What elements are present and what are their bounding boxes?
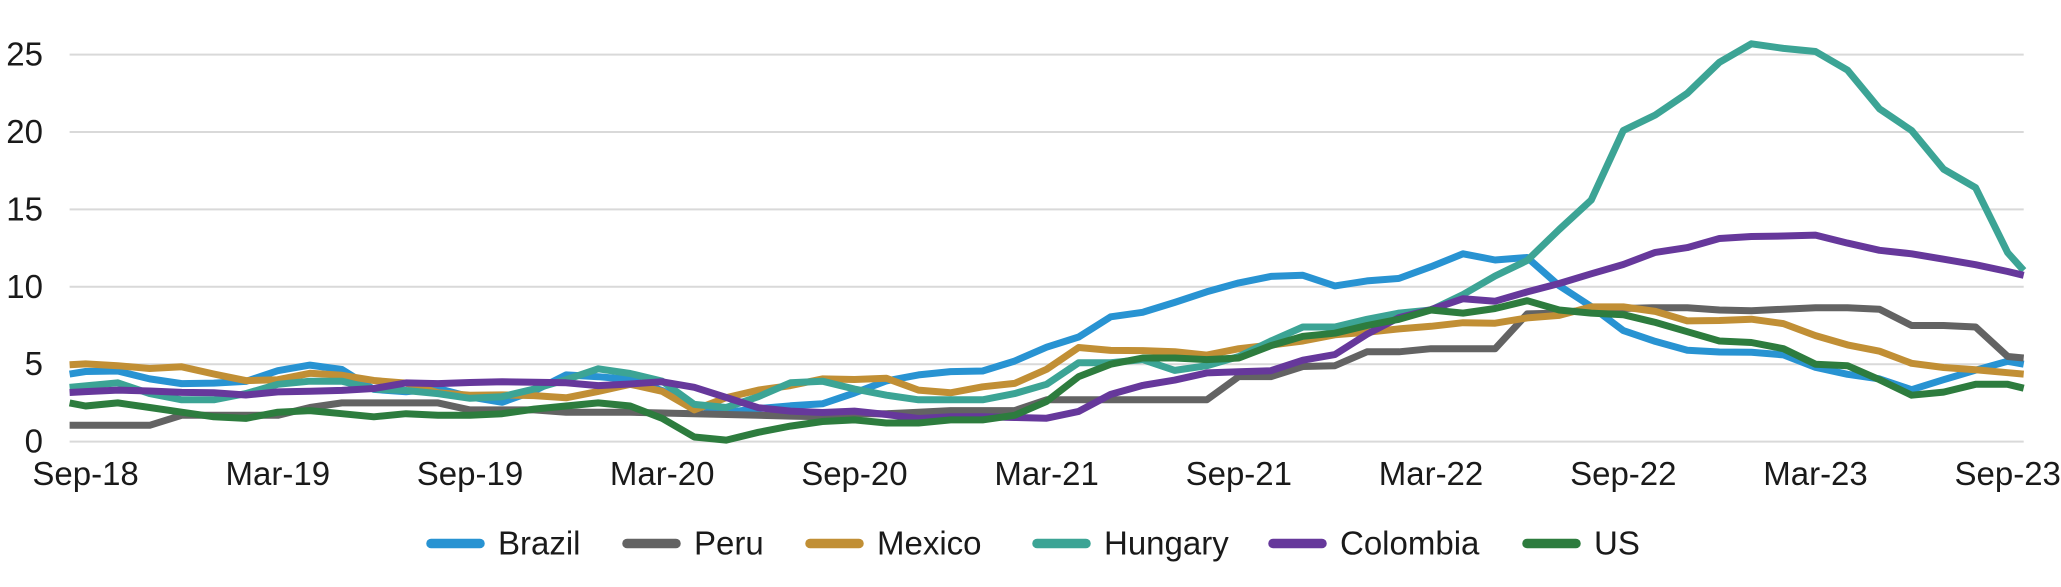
svg-text:Hungary: Hungary bbox=[1104, 525, 1229, 562]
svg-text:US: US bbox=[1594, 525, 1640, 562]
svg-text:Colombia: Colombia bbox=[1340, 525, 1480, 562]
svg-text:Mar-23: Mar-23 bbox=[1763, 455, 1868, 492]
svg-text:Sep-23: Sep-23 bbox=[1954, 455, 2060, 492]
svg-text:Brazil: Brazil bbox=[498, 525, 581, 562]
svg-text:Sep-18: Sep-18 bbox=[32, 455, 138, 492]
svg-text:10: 10 bbox=[6, 268, 43, 305]
svg-text:Mar-20: Mar-20 bbox=[610, 455, 715, 492]
svg-text:Mar-19: Mar-19 bbox=[226, 455, 331, 492]
svg-text:Mexico: Mexico bbox=[877, 525, 982, 562]
svg-text:25: 25 bbox=[6, 36, 43, 73]
svg-text:0: 0 bbox=[25, 423, 43, 460]
svg-text:Sep-22: Sep-22 bbox=[1570, 455, 1676, 492]
svg-text:15: 15 bbox=[6, 190, 43, 227]
svg-text:20: 20 bbox=[6, 113, 43, 150]
svg-text:Sep-19: Sep-19 bbox=[417, 455, 523, 492]
svg-text:Sep-20: Sep-20 bbox=[801, 455, 907, 492]
svg-text:Sep-21: Sep-21 bbox=[1186, 455, 1292, 492]
svg-text:Mar-22: Mar-22 bbox=[1379, 455, 1484, 492]
svg-text:Peru: Peru bbox=[694, 525, 764, 562]
svg-text:5: 5 bbox=[25, 345, 43, 382]
svg-text:Mar-21: Mar-21 bbox=[994, 455, 1099, 492]
